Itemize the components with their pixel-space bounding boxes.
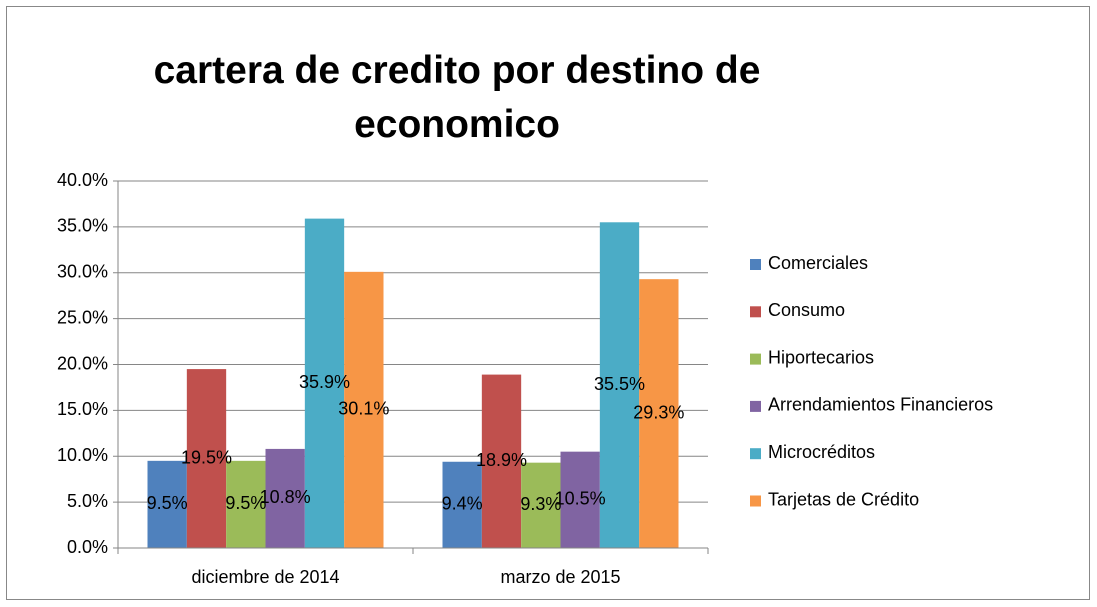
y-tick-label: 35.0% <box>57 216 108 236</box>
bar <box>442 461 482 548</box>
x-tick-label: diciembre de 2014 <box>191 567 339 587</box>
bar <box>304 218 345 548</box>
y-tick-label: 20.0% <box>57 353 108 373</box>
data-label: 9.3% <box>520 494 561 514</box>
bar <box>481 374 522 548</box>
bar <box>147 460 187 548</box>
x-tick-label: marzo de 2015 <box>500 567 620 587</box>
legend-label: Arrendamientos Financieros <box>768 395 993 415</box>
bar <box>560 451 600 548</box>
legend-swatch <box>750 495 761 507</box>
bar <box>639 279 679 548</box>
y-tick-label: 0.0% <box>67 537 108 557</box>
legend-swatch <box>750 400 761 412</box>
y-tick-label: 10.0% <box>57 445 108 465</box>
data-label: 18.9% <box>476 450 527 470</box>
y-tick-label: 40.0% <box>57 170 108 190</box>
y-tick-label: 5.0% <box>67 491 108 511</box>
data-label: 30.1% <box>338 399 389 419</box>
legend-swatch <box>750 353 761 365</box>
legend-swatch <box>750 448 761 460</box>
bar <box>344 271 384 548</box>
legend-swatch <box>750 306 761 318</box>
data-label: 29.3% <box>633 402 684 422</box>
legend-label: Tarjetas de Crédito <box>768 489 919 509</box>
data-label: 9.5% <box>147 493 188 513</box>
data-label: 35.9% <box>299 372 350 392</box>
bar <box>521 462 561 548</box>
bar <box>186 369 227 548</box>
legend-swatch <box>750 259 761 270</box>
data-label: 10.8% <box>260 487 311 507</box>
data-label: 19.5% <box>181 447 232 467</box>
bar <box>265 448 305 548</box>
y-tick-label: 30.0% <box>57 262 108 282</box>
legend-label: Comerciales <box>768 253 868 273</box>
legend-label: Microcréditos <box>768 442 875 462</box>
legend-label: Hiportecarios <box>768 347 874 367</box>
y-tick-label: 25.0% <box>57 307 108 327</box>
legend-label: Consumo <box>768 300 845 320</box>
chart-title: cartera de credito por destino de econom… <box>153 49 761 146</box>
data-label: 9.5% <box>225 493 266 513</box>
y-tick-label: 15.0% <box>57 399 108 419</box>
bar <box>599 222 640 548</box>
bar <box>226 460 266 548</box>
data-label: 35.5% <box>594 374 645 394</box>
data-label: 10.5% <box>555 489 606 509</box>
data-label: 9.4% <box>442 494 483 514</box>
